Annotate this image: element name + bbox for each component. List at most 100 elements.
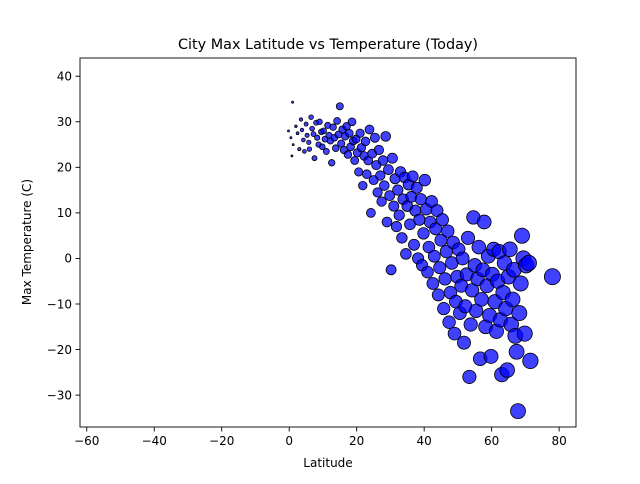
data-point bbox=[309, 125, 315, 132]
data-point bbox=[417, 227, 430, 240]
data-point bbox=[511, 305, 528, 322]
data-point bbox=[460, 230, 476, 245]
data-point bbox=[418, 173, 431, 187]
x-tick-label: −40 bbox=[142, 434, 167, 448]
data-point bbox=[383, 164, 394, 175]
data-point bbox=[384, 190, 396, 201]
data-point bbox=[476, 214, 492, 230]
data-point bbox=[319, 143, 326, 151]
data-point bbox=[427, 249, 441, 263]
data-point bbox=[514, 227, 530, 244]
data-point bbox=[373, 144, 384, 156]
data-point bbox=[345, 128, 354, 138]
data-point bbox=[291, 143, 295, 147]
data-point bbox=[499, 362, 515, 378]
data-point bbox=[471, 239, 487, 255]
data-point bbox=[291, 100, 295, 104]
data-point bbox=[543, 268, 561, 286]
data-point bbox=[390, 221, 403, 233]
x-tick-label: 80 bbox=[551, 434, 566, 448]
data-point bbox=[388, 200, 400, 212]
data-point bbox=[350, 156, 360, 165]
data-point bbox=[343, 150, 353, 159]
data-point bbox=[522, 352, 539, 370]
data-point bbox=[379, 180, 390, 191]
data-point bbox=[333, 117, 341, 125]
data-point bbox=[289, 136, 293, 140]
x-tick-label: 20 bbox=[349, 434, 364, 448]
data-point bbox=[301, 137, 306, 143]
data-point bbox=[504, 291, 521, 308]
data-point bbox=[377, 155, 389, 166]
x-tick-label: 40 bbox=[417, 434, 432, 448]
data-point bbox=[483, 348, 499, 364]
data-point bbox=[457, 335, 471, 350]
data-point bbox=[510, 403, 526, 420]
data-point bbox=[380, 131, 391, 142]
data-point bbox=[376, 196, 387, 207]
data-point bbox=[366, 208, 376, 218]
y-tick-label: 0 bbox=[64, 252, 72, 266]
data-point bbox=[441, 224, 455, 238]
data-point bbox=[438, 272, 452, 286]
x-tick-label: 60 bbox=[484, 434, 499, 448]
data-point bbox=[335, 102, 344, 111]
data-point bbox=[381, 216, 393, 228]
data-point bbox=[433, 261, 447, 275]
data-point bbox=[304, 132, 310, 138]
data-point bbox=[287, 129, 290, 133]
y-tick-label: 30 bbox=[57, 115, 72, 129]
data-point bbox=[303, 121, 309, 127]
y-axis-label: Max Temperature (C) bbox=[20, 179, 34, 305]
data-point bbox=[396, 232, 408, 244]
data-point bbox=[435, 213, 449, 227]
data-point bbox=[294, 124, 298, 128]
data-point bbox=[426, 277, 440, 290]
plot-frame bbox=[79, 57, 577, 428]
y-tick-label: 40 bbox=[57, 70, 72, 84]
data-point bbox=[393, 209, 405, 221]
data-point bbox=[385, 264, 397, 276]
data-point bbox=[455, 251, 470, 266]
data-point bbox=[347, 117, 357, 127]
data-point bbox=[421, 265, 434, 279]
data-point bbox=[502, 241, 518, 258]
data-point bbox=[508, 343, 525, 360]
data-point bbox=[442, 315, 456, 329]
data-point bbox=[308, 114, 314, 120]
data-point bbox=[404, 218, 416, 231]
y-tick-label: 20 bbox=[57, 161, 72, 175]
data-point bbox=[329, 123, 337, 131]
data-point bbox=[362, 169, 372, 179]
data-point bbox=[322, 147, 330, 155]
data-point bbox=[431, 288, 445, 302]
data-point bbox=[516, 325, 533, 342]
data-point bbox=[437, 302, 451, 316]
data-point bbox=[358, 180, 368, 191]
data-point bbox=[413, 213, 426, 226]
data-point bbox=[360, 136, 371, 147]
data-point bbox=[297, 147, 302, 152]
data-point bbox=[375, 170, 386, 181]
data-point bbox=[462, 369, 477, 384]
points-layer bbox=[287, 100, 561, 420]
data-point bbox=[332, 144, 340, 152]
y-tick-label: −20 bbox=[47, 343, 72, 357]
data-point bbox=[408, 238, 420, 251]
data-point bbox=[410, 181, 423, 194]
data-point bbox=[295, 131, 300, 136]
data-point bbox=[355, 128, 365, 138]
data-point bbox=[314, 134, 321, 141]
data-point bbox=[298, 117, 304, 122]
x-tick-label: −20 bbox=[209, 434, 234, 448]
data-point bbox=[369, 132, 380, 143]
data-point bbox=[310, 131, 317, 137]
y-axis-ticks: −30 −20 −10 0 10 20 30 40 bbox=[47, 70, 80, 402]
data-point bbox=[512, 275, 529, 292]
x-tick-label: 0 bbox=[285, 434, 293, 448]
data-point bbox=[364, 124, 375, 135]
chart-title: City Max Latitude vs Temperature (Today) bbox=[178, 37, 478, 53]
data-point bbox=[406, 170, 419, 183]
data-point bbox=[306, 139, 312, 145]
x-axis-ticks: −60 −40 −20 0 20 40 60 80 bbox=[74, 427, 567, 448]
